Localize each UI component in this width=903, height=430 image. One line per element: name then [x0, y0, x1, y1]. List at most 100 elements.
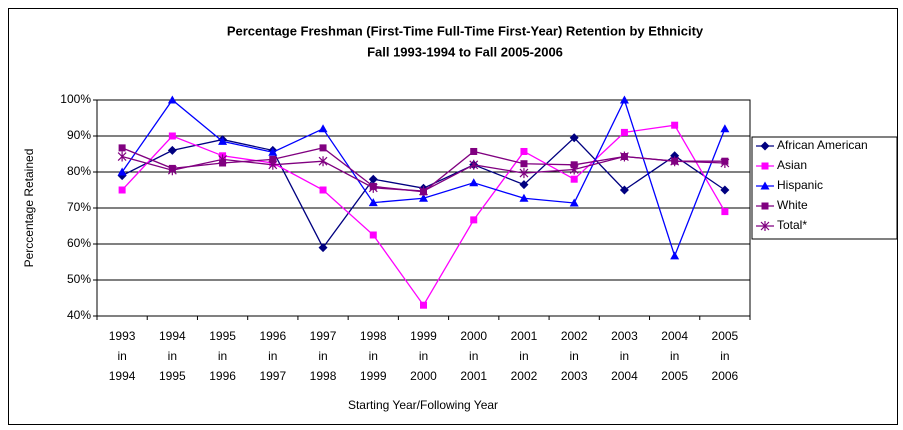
- marker: [369, 231, 377, 239]
- marker: [470, 216, 478, 224]
- marker: [519, 168, 529, 179]
- marker: [318, 124, 328, 133]
- marker: [519, 193, 529, 202]
- x-tick-label: 2000: [410, 369, 437, 383]
- x-tick-label: 1995: [159, 369, 186, 383]
- x-tick-label: 2005: [712, 329, 739, 343]
- marker: [469, 178, 479, 187]
- marker: [620, 128, 628, 136]
- y-axis-label: Perccentage Retained: [22, 149, 36, 268]
- marker: [619, 151, 629, 162]
- x-tick-label: 2004: [611, 369, 638, 383]
- marker: [761, 162, 769, 170]
- x-tick-label: 1993: [109, 329, 136, 343]
- marker: [318, 243, 328, 253]
- chart-title: Percentage Freshman (First-Time Full-Tim…: [227, 23, 704, 38]
- x-tick-label: 2003: [561, 369, 588, 383]
- y-tick-label: 100%: [60, 92, 91, 106]
- marker: [419, 186, 428, 197]
- marker: [720, 185, 730, 195]
- x-tick-label: in: [519, 349, 528, 363]
- marker: [569, 198, 579, 207]
- x-tick-label: 2005: [661, 369, 688, 383]
- x-tick-label: 1999: [360, 369, 387, 383]
- x-tick-label: 2003: [611, 329, 638, 343]
- y-tick-label: 70%: [67, 200, 91, 214]
- x-tick-label: 2002: [511, 369, 538, 383]
- marker: [570, 175, 578, 183]
- legend-label: Asian: [777, 158, 807, 172]
- marker: [117, 151, 127, 162]
- x-tick-label: in: [419, 349, 428, 363]
- x-tick-label: in: [117, 349, 126, 363]
- marker: [520, 147, 528, 155]
- x-tick-label: 1998: [310, 369, 337, 383]
- x-tick-label: in: [570, 349, 579, 363]
- marker: [319, 186, 327, 194]
- x-tick-label: 1996: [259, 329, 286, 343]
- x-tick-label: 1999: [410, 329, 437, 343]
- marker: [761, 202, 769, 210]
- marker: [760, 221, 770, 231]
- x-tick-label: in: [720, 349, 729, 363]
- x-tick-label: 2000: [460, 329, 487, 343]
- y-tick-label: 50%: [67, 272, 91, 286]
- marker: [218, 136, 228, 145]
- marker: [218, 154, 228, 165]
- marker: [118, 144, 126, 152]
- x-tick-label: in: [469, 349, 478, 363]
- x-tick-label: 2001: [460, 369, 487, 383]
- x-tick-label: 2006: [712, 369, 739, 383]
- marker: [319, 144, 327, 152]
- x-tick-label: in: [670, 349, 679, 363]
- x-tick-label: 1997: [259, 369, 286, 383]
- marker: [670, 251, 680, 260]
- marker: [720, 158, 730, 168]
- marker: [368, 182, 378, 193]
- x-tick-label: 1998: [360, 329, 387, 343]
- marker: [117, 167, 127, 176]
- x-tick-label: in: [268, 349, 277, 363]
- legend-box: [751, 136, 898, 240]
- x-tick-label: in: [369, 349, 378, 363]
- marker: [569, 133, 579, 143]
- marker: [368, 198, 378, 207]
- x-tick-label: 2004: [661, 329, 688, 343]
- marker: [420, 301, 427, 309]
- legend-label: White: [777, 198, 808, 212]
- x-tick-label: 1994: [159, 329, 186, 343]
- legend-label: Hispanic: [777, 178, 823, 192]
- x-tick-label: 2001: [511, 329, 538, 343]
- y-tick-label: 40%: [67, 308, 91, 322]
- marker: [368, 174, 378, 184]
- marker: [168, 132, 176, 140]
- x-tick-label: 2002: [561, 329, 588, 343]
- y-tick-label: 90%: [67, 128, 91, 142]
- y-tick-label: 60%: [67, 236, 91, 250]
- marker: [419, 193, 428, 202]
- marker: [670, 156, 680, 167]
- marker: [469, 159, 479, 170]
- x-tick-label: in: [168, 349, 177, 363]
- y-tick-label: 80%: [67, 164, 91, 178]
- marker: [619, 95, 629, 104]
- marker: [118, 186, 126, 194]
- x-tick-label: 1996: [209, 369, 236, 383]
- x-tick-label: 1994: [109, 369, 136, 383]
- marker: [720, 124, 730, 133]
- marker: [619, 185, 629, 195]
- x-tick-label: 1997: [310, 329, 337, 343]
- marker: [470, 147, 478, 155]
- legend-label: African American: [777, 138, 868, 152]
- marker: [268, 159, 278, 170]
- marker: [520, 160, 528, 168]
- x-tick-label: in: [620, 349, 629, 363]
- marker: [721, 208, 729, 216]
- marker: [760, 181, 770, 190]
- marker: [269, 155, 277, 163]
- marker: [519, 180, 529, 190]
- x-tick-label: 1995: [209, 329, 236, 343]
- marker: [167, 145, 177, 155]
- x-axis-label: Starting Year/Following Year: [348, 398, 498, 412]
